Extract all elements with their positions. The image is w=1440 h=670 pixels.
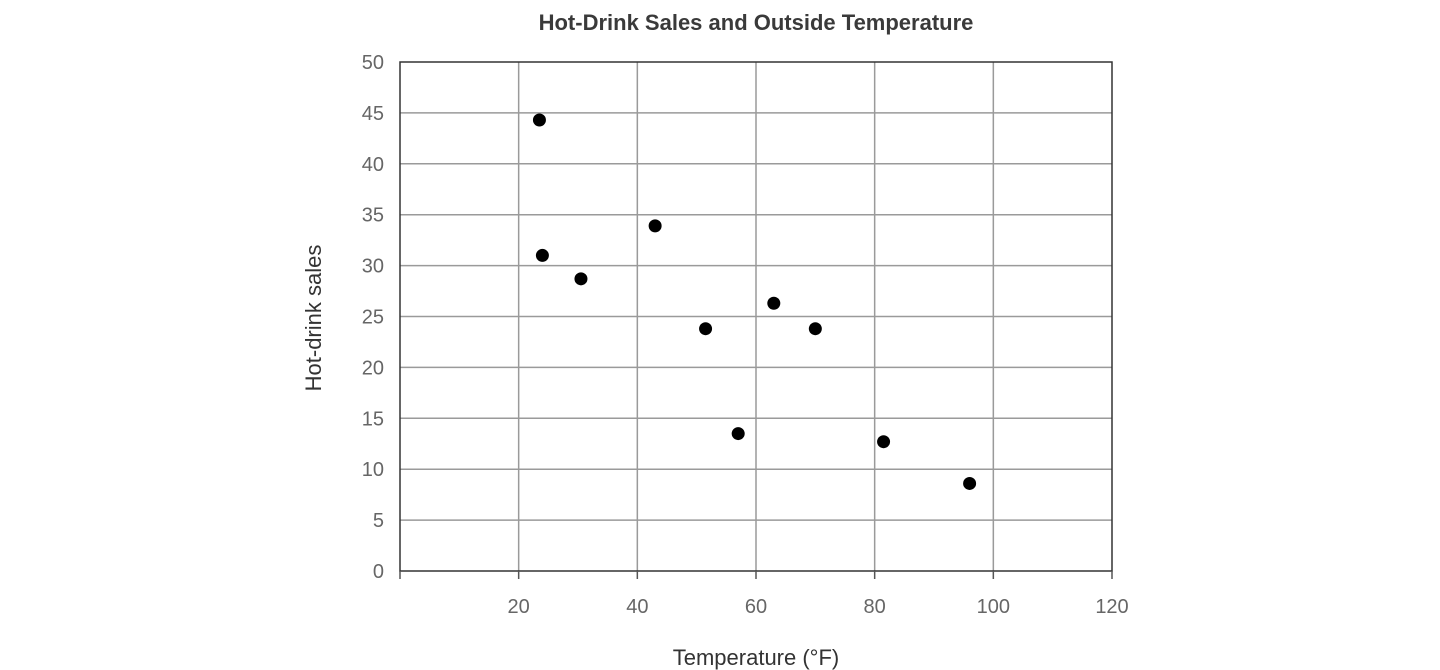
x-axis: 20 40 60 80 100 120: [399, 571, 1129, 618]
y-tick-label: 20: [362, 357, 384, 379]
x-tick-label: 60: [745, 596, 767, 618]
y-axis: 0 5 10 15 20 25 30 35 40 45 50: [362, 52, 384, 583]
y-tick-label: 50: [362, 52, 384, 74]
y-tick-label: 30: [362, 256, 384, 278]
data-point: [963, 476, 977, 490]
y-tick-label: 25: [362, 307, 384, 329]
y-axis-label: Hot-drink sales: [301, 245, 326, 392]
y-tick-label: 5: [373, 510, 384, 532]
data-point: [532, 113, 546, 127]
y-tick-label: 45: [362, 103, 384, 125]
x-tick-label: 40: [626, 596, 648, 618]
chart-title: Hot-Drink Sales and Outside Temperature: [539, 10, 974, 35]
y-tick-label: 15: [362, 408, 384, 430]
data-point: [877, 435, 891, 449]
y-tick-label: 0: [373, 561, 384, 583]
x-tick-label: 120: [1095, 596, 1128, 618]
y-tick-label: 40: [362, 154, 384, 176]
data-point: [731, 427, 745, 441]
grid: [400, 62, 1112, 571]
x-tick-label: 100: [977, 596, 1010, 618]
x-axis-label: Temperature (°F): [673, 645, 840, 670]
data-point: [699, 322, 713, 336]
data-point: [535, 248, 549, 262]
data-point: [648, 219, 662, 233]
data-point: [808, 322, 822, 336]
x-tick-label: 20: [508, 596, 530, 618]
y-tick-label: 10: [362, 459, 384, 481]
data-points: [532, 113, 977, 490]
data-point: [767, 296, 781, 310]
y-tick-label: 35: [362, 205, 384, 227]
x-tick-label: 80: [864, 596, 886, 618]
data-point: [574, 272, 588, 286]
